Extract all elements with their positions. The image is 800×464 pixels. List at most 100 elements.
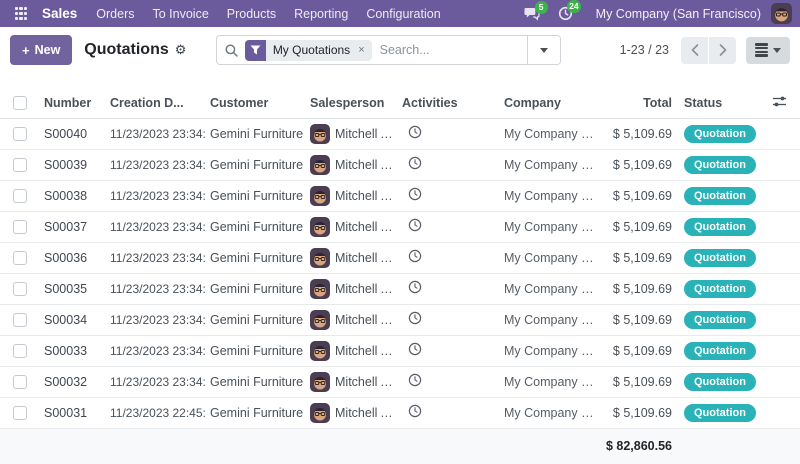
cell-activities [398,118,500,150]
column-header-activities[interactable]: Activities [398,88,500,119]
cell-total: $ 5,109.69 [600,397,680,429]
apps-menu-button[interactable] [8,0,34,27]
table-row[interactable]: S00037 11/23/2023 23:34:0 Gemini Furnitu… [0,211,800,243]
cell-customer: Gemini Furniture [206,118,306,150]
cell-creation-date: 11/23/2023 23:34:0 [106,211,206,243]
salesperson-avatar [310,278,330,299]
nav-products[interactable]: Products [226,6,277,21]
nav-reporting[interactable]: Reporting [294,6,349,21]
schedule-activity-clock-icon[interactable] [408,373,422,387]
cell-customer: Gemini Furniture [206,273,306,305]
cell-total: $ 5,109.69 [600,273,680,305]
row-checkbox[interactable] [13,250,27,265]
table-row[interactable]: S00038 11/23/2023 23:34:1 Gemini Furnitu… [0,180,800,212]
cell-activities [398,211,500,243]
messages-count-badge: 5 [534,0,548,14]
cell-status: Quotation [680,304,758,336]
cell-salesperson: Mitchell Admin [306,366,398,398]
schedule-activity-clock-icon[interactable] [408,187,422,201]
adjust-columns-icon[interactable] [772,95,787,108]
table-row[interactable]: S00036 11/23/2023 23:34:0 Gemini Furnitu… [0,242,800,274]
table-row[interactable]: S00034 11/23/2023 23:34:0 Gemini Furnitu… [0,304,800,336]
column-header-salesperson[interactable]: Salesperson [306,88,398,119]
column-header-creation-date[interactable]: Creation D... [106,88,206,119]
row-checkbox[interactable] [13,343,27,358]
row-checkbox[interactable] [13,312,27,327]
activities-button[interactable]: 24 [558,0,581,21]
column-header-number[interactable]: Number [40,88,106,119]
status-badge: Quotation [684,310,756,329]
pager-next-button[interactable] [709,36,736,64]
cell-total: $ 5,109.69 [600,118,680,150]
salesperson-avatar [310,371,330,392]
cell-creation-date: 11/23/2023 23:34:1 [106,180,206,212]
table-row[interactable]: S00033 11/23/2023 23:34:0 Gemini Furnitu… [0,335,800,367]
pager-previous-button[interactable] [681,36,708,64]
row-checkbox[interactable] [13,374,27,389]
row-checkbox[interactable] [13,219,27,234]
cell-activities [398,242,500,274]
salesperson-name: Mitchell Admin [335,219,394,234]
cell-activities [398,335,500,367]
row-checkbox[interactable] [13,188,27,203]
schedule-activity-clock-icon[interactable] [408,404,422,418]
gear-icon[interactable]: ⚙ [174,42,187,57]
cell-status: Quotation [680,397,758,429]
app-name-sales[interactable]: Sales [42,6,78,21]
row-checkbox[interactable] [13,405,27,420]
salesperson-name: Mitchell Admin [335,157,394,172]
column-header-total[interactable]: Total [600,88,680,119]
search-options-toggle[interactable] [526,36,560,64]
row-checkbox[interactable] [13,126,27,141]
cell-salesperson: Mitchell Admin [306,304,398,336]
cell-total: $ 5,109.69 [600,242,680,274]
select-all-checkbox[interactable] [13,95,27,110]
cell-company: My Company (San Francisco) [500,242,600,274]
search-bar: My Quotations × [215,35,561,65]
cell-status: Quotation [680,242,758,274]
row-checkbox[interactable] [13,281,27,296]
plus-icon: + [22,42,30,58]
view-switcher-button[interactable] [746,36,790,64]
schedule-activity-clock-icon[interactable] [408,125,422,139]
nav-to-invoice[interactable]: To Invoice [152,6,209,21]
cell-total: $ 5,109.69 [600,211,680,243]
cell-company: My Company (San Francisco) [500,118,600,150]
cell-company: My Company (San Francisco) [500,211,600,243]
search-facet: My Quotations × [244,39,372,61]
schedule-activity-clock-icon[interactable] [408,342,422,356]
table-row[interactable]: S00032 11/23/2023 23:34:0 Gemini Furnitu… [0,366,800,398]
user-avatar[interactable] [771,3,792,24]
schedule-activity-clock-icon[interactable] [408,156,422,170]
column-header-status[interactable]: Status [680,88,758,119]
schedule-activity-clock-icon[interactable] [408,280,422,294]
table-row[interactable]: S00031 11/23/2023 22:45:4 Gemini Furnitu… [0,397,800,429]
cell-activities [398,149,500,181]
pager-range: 1-23 / 23 [619,43,669,57]
column-header-company[interactable]: Company [500,88,600,119]
row-checkbox[interactable] [13,157,27,172]
nav-orders[interactable]: Orders [96,6,135,21]
table-row[interactable]: S00040 11/23/2023 23:34:1 Gemini Furnitu… [0,118,800,150]
facet-close-icon[interactable]: × [358,44,365,56]
chevron-down-icon [539,47,548,53]
column-header-customer[interactable]: Customer [206,88,306,119]
cell-salesperson: Mitchell Admin [306,335,398,367]
nav-configuration[interactable]: Configuration [366,6,441,21]
cell-creation-date: 11/23/2023 23:34:1 [106,149,206,181]
schedule-activity-clock-icon[interactable] [408,218,422,232]
schedule-activity-clock-icon[interactable] [408,311,422,325]
facet-label: My Quotations [272,43,351,57]
cell-company: My Company (San Francisco) [500,366,600,398]
table-row[interactable]: S00039 11/23/2023 23:34:1 Gemini Furnitu… [0,149,800,181]
company-switcher[interactable]: My Company (San Francisco) [595,6,761,21]
control-panel: + New Quotations ⚙ My Quotations × 1-23 … [0,27,800,73]
salesperson-avatar [310,402,330,423]
cell-salesperson: Mitchell Admin [306,211,398,243]
salesperson-name: Mitchell Admin [335,343,394,358]
schedule-activity-clock-icon[interactable] [408,249,422,263]
messages-button[interactable]: 5 [523,0,548,21]
search-input[interactable] [371,43,527,57]
new-button[interactable]: + New [10,35,73,65]
table-row[interactable]: S00035 11/23/2023 23:34:0 Gemini Furnitu… [0,273,800,305]
